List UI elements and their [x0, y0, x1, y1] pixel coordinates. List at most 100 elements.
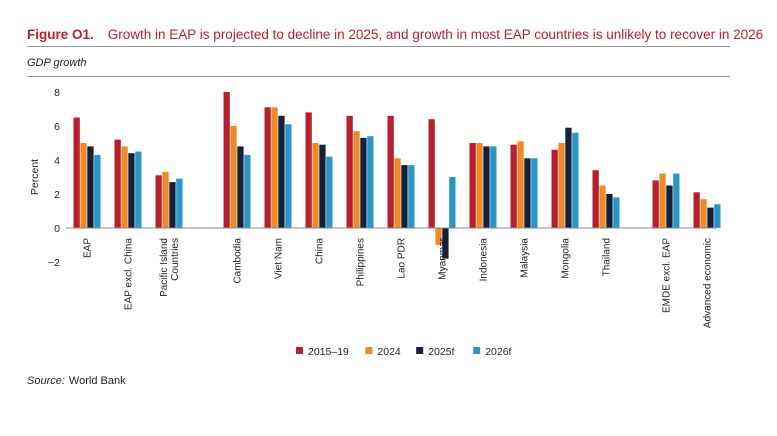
bar [592, 170, 599, 228]
bar [408, 165, 415, 228]
bar [551, 149, 558, 228]
legend-label: 2025f [428, 346, 454, 358]
y-tick-label: 8 [54, 87, 60, 99]
bar [169, 182, 176, 228]
bar [114, 139, 121, 228]
bar [599, 185, 606, 228]
bar [524, 158, 531, 228]
bar [305, 112, 312, 228]
bar [476, 143, 483, 228]
bar [128, 153, 135, 228]
bar [435, 228, 442, 245]
bar [326, 156, 333, 228]
bar [135, 151, 142, 228]
title-divider [27, 46, 730, 47]
y-tick-label: −2 [48, 257, 60, 269]
bar [517, 141, 524, 228]
x-tick-label: EMDE excl. EAP [662, 238, 673, 313]
bar [666, 185, 673, 228]
y-tick-label: 4 [54, 155, 60, 167]
bar [693, 192, 700, 228]
bar [401, 165, 408, 228]
bar [121, 146, 128, 228]
bar [162, 171, 169, 228]
bar [707, 207, 714, 228]
y-tick-label: 2 [54, 189, 60, 201]
x-tick-label: Philippines [356, 238, 367, 286]
bar [558, 143, 565, 228]
x-tick-label: Myanmar [438, 237, 449, 279]
bar [510, 144, 517, 228]
bar [652, 180, 659, 228]
bar [565, 127, 572, 228]
chart-subtitle: GDP growth [27, 57, 87, 69]
bar [264, 107, 271, 228]
bar [353, 131, 360, 228]
bar [606, 194, 613, 228]
bar [73, 117, 80, 228]
y-axis-label: Percent [29, 159, 41, 195]
x-tick-label: Viet Nam [274, 238, 285, 279]
figure-title-text: Growth in EAP is projected to decline in… [107, 27, 764, 42]
figure-label: Figure O1. [27, 27, 94, 42]
bar [394, 158, 401, 228]
bar [244, 154, 251, 228]
legend-swatch [365, 347, 373, 354]
bar [319, 144, 326, 228]
bar [94, 154, 101, 228]
bar [700, 199, 707, 228]
x-tick-label: EAP excl. China [124, 238, 135, 311]
y-tick-label: 0 [54, 223, 60, 235]
bar [673, 173, 680, 228]
bar [714, 204, 721, 228]
x-tick-label: Thailand [602, 238, 613, 276]
x-tick-label: Lao PDR [397, 238, 408, 279]
bar [360, 137, 367, 228]
bar [87, 146, 94, 228]
bar [442, 228, 449, 259]
bar [613, 197, 620, 228]
bar [531, 158, 538, 228]
bar [271, 107, 278, 228]
x-tick-label: Countries [170, 238, 181, 281]
y-tick-label: 6 [54, 121, 60, 133]
subtitle-divider [27, 76, 730, 77]
figure-title: Figure O1. Growth in EAP is projected to … [27, 27, 763, 42]
bar [230, 126, 237, 228]
source-text: World Bank [68, 375, 126, 387]
bar [469, 143, 476, 228]
source-note: Source: World Bank [27, 375, 126, 387]
bar [490, 146, 497, 228]
x-tick-label: EAP [83, 238, 94, 258]
bar [346, 115, 353, 228]
bar [572, 132, 579, 228]
legend-swatch [296, 347, 303, 354]
x-tick-label: Pacific Island [159, 238, 170, 297]
bar [278, 115, 285, 228]
bar [155, 175, 162, 228]
x-tick-label: Cambodia [233, 238, 244, 284]
bar [223, 92, 230, 228]
x-tick-label: Advanced economic [703, 238, 714, 328]
legend-swatch [473, 347, 481, 354]
bar [285, 124, 292, 228]
bar [483, 146, 490, 228]
bar [387, 115, 394, 228]
legend-swatch [416, 347, 424, 354]
bar [428, 119, 435, 228]
legend-label: 2024 [377, 346, 401, 358]
x-tick-label: Malaysia [520, 238, 531, 278]
x-tick-label: Indonesia [479, 238, 490, 282]
legend-label: 2026f [485, 346, 511, 358]
bar [312, 143, 319, 228]
source-label: Source: [27, 375, 65, 387]
bar [237, 146, 244, 228]
bar-chart: −2 0 2 4 6 8 Percent EAP EAP excl. China Pacific … [29, 87, 721, 358]
bar [367, 136, 374, 228]
bar [80, 143, 87, 228]
x-tick-label: China [315, 238, 326, 265]
legend-label: 2015–19 [308, 346, 349, 358]
x-tick-label: Mongolia [561, 238, 572, 279]
bar [176, 178, 183, 228]
bar [659, 173, 666, 228]
